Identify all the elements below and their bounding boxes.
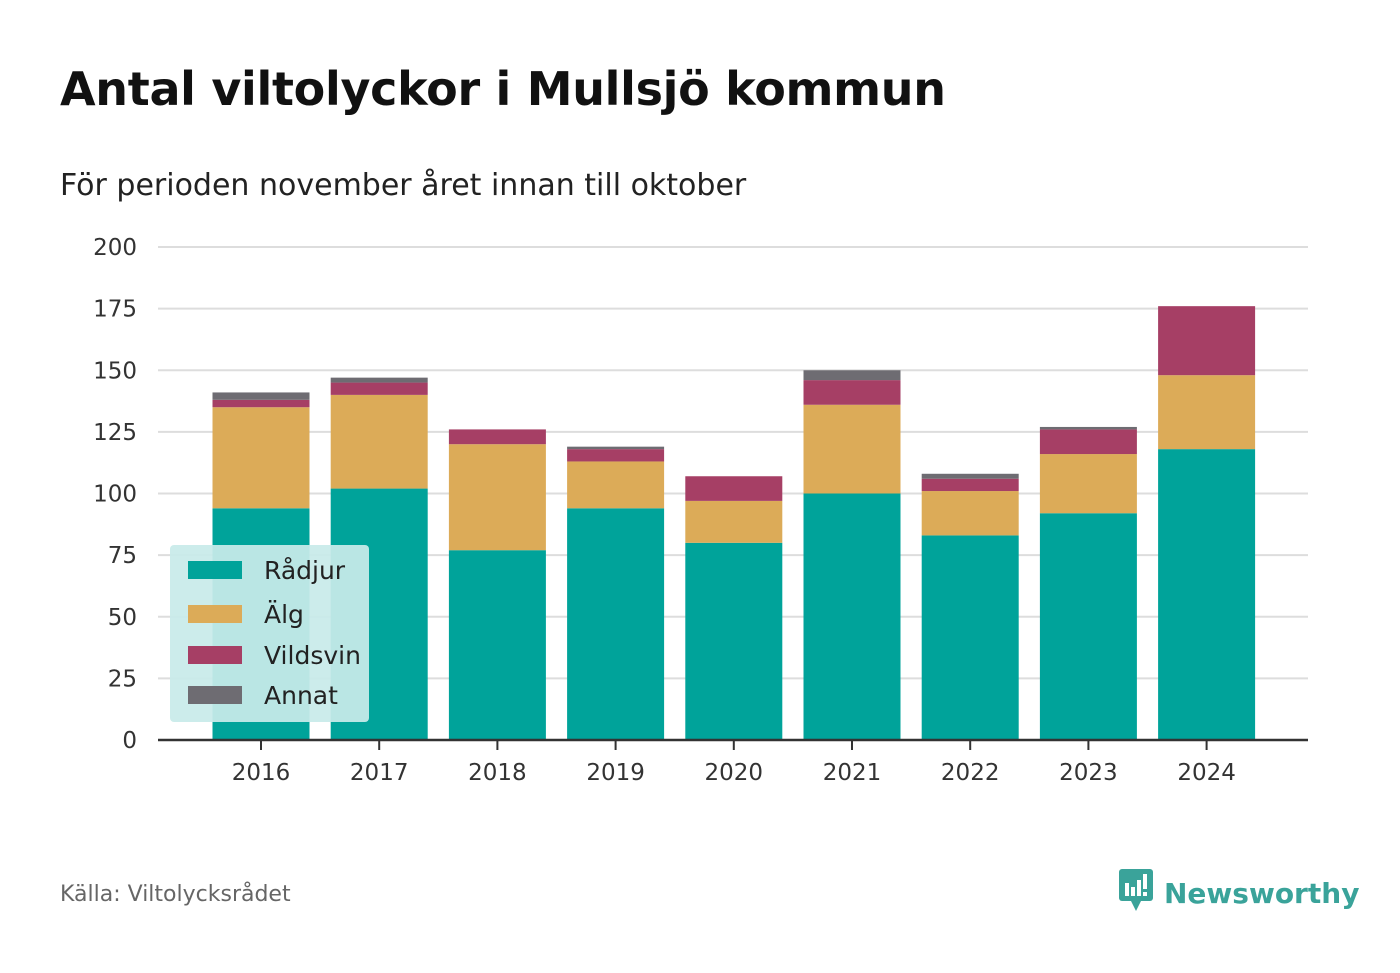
chart-title: Antal viltolyckor i Mullsjö kommun [60, 62, 946, 116]
x-tick-label: 2020 [705, 760, 764, 786]
brand-logo[interactable]: Newsworthy [1118, 868, 1359, 918]
bars [212, 306, 1256, 740]
legend-swatch-alg [188, 605, 242, 623]
y-tick-label: 75 [108, 543, 137, 569]
bar-segment-alg-2023 [1039, 454, 1137, 514]
bar-segment-vildsvin-2022 [921, 478, 1019, 492]
legend-item-vildsvin: Vildsvin [188, 640, 361, 670]
bar-segment-radjur-2024 [1158, 449, 1256, 740]
legend-swatch-vildsvin [188, 646, 242, 664]
bar-segment-annat-2021 [803, 370, 901, 381]
bar-segment-alg-2018 [448, 444, 546, 551]
legend-label-annat: Annat [264, 680, 338, 710]
legend-label-alg: Älg [264, 599, 304, 629]
y-tick-label: 125 [93, 420, 137, 446]
x-tick-label: 2017 [350, 760, 409, 786]
bar-segment-annat-2016 [212, 392, 310, 400]
y-tick-label: 50 [108, 605, 137, 631]
bar-segment-vildsvin-2019 [567, 449, 665, 462]
bar-segment-alg-2017 [330, 394, 428, 489]
y-tick-label: 150 [93, 358, 137, 384]
bar-segment-annat-2017 [330, 377, 428, 383]
bar-segment-vildsvin-2024 [1158, 306, 1256, 376]
bar-segment-annat-2023 [1039, 426, 1137, 430]
bar-segment-radjur-2020 [685, 542, 783, 740]
bar-segment-alg-2020 [685, 500, 783, 543]
chart-subtitle: För perioden november året innan till ok… [60, 168, 747, 203]
y-tick-label: 25 [108, 666, 137, 692]
bar-segment-radjur-2018 [448, 550, 546, 740]
x-tick-label: 2018 [468, 760, 527, 786]
y-tick-label: 175 [93, 297, 137, 323]
y-tick-label: 0 [122, 728, 137, 754]
bar-segment-radjur-2022 [921, 535, 1019, 740]
bar-segment-alg-2021 [803, 404, 901, 494]
bar-segment-alg-2024 [1158, 375, 1256, 450]
bar-segment-annat-2019 [567, 446, 665, 450]
bar-segment-vildsvin-2021 [803, 380, 901, 405]
newsworthy-logo-icon [1118, 868, 1154, 918]
bar-segment-vildsvin-2017 [330, 382, 428, 395]
bar-segment-vildsvin-2020 [685, 476, 783, 501]
y-tick-label: 200 [93, 235, 137, 261]
bar-segment-vildsvin-2018 [448, 429, 546, 445]
legend-label-radjur: Rådjur [264, 555, 346, 585]
x-tick-label: 2022 [941, 760, 1000, 786]
legend-item-radjur: Rådjur [188, 555, 345, 585]
x-tick-label: 2019 [586, 760, 645, 786]
legend-item-annat: Annat [188, 680, 338, 710]
bar-segment-vildsvin-2023 [1039, 429, 1137, 455]
brand-name: Newsworthy [1164, 876, 1360, 910]
x-tick-label: 2021 [823, 760, 882, 786]
x-tick-label: 2024 [1177, 760, 1236, 786]
bar-segment-alg-2022 [921, 491, 1019, 536]
bar-segment-alg-2016 [212, 407, 310, 509]
source-note: Källa: Viltolycksrådet [60, 882, 291, 907]
bar-segment-radjur-2019 [567, 508, 665, 740]
bar-segment-radjur-2023 [1039, 513, 1137, 740]
legend-swatch-radjur [188, 561, 242, 579]
bar-segment-radjur-2021 [803, 493, 901, 740]
legend: Rådjur Älg Vildsvin Annat [170, 545, 369, 722]
x-tick-label: 2023 [1059, 760, 1118, 786]
x-tick-label: 2016 [232, 760, 291, 786]
legend-swatch-annat [188, 686, 242, 704]
y-tick-label: 100 [93, 482, 137, 508]
legend-label-vildsvin: Vildsvin [264, 640, 361, 670]
bar-segment-vildsvin-2016 [212, 399, 310, 408]
axes: 0 25 50 75 100 125 150 175 200 2016 2017 2018 2019 20… [93, 235, 1308, 786]
legend-item-alg: Älg [188, 599, 304, 629]
bar-segment-alg-2019 [567, 461, 665, 509]
bar-segment-annat-2022 [921, 473, 1019, 479]
